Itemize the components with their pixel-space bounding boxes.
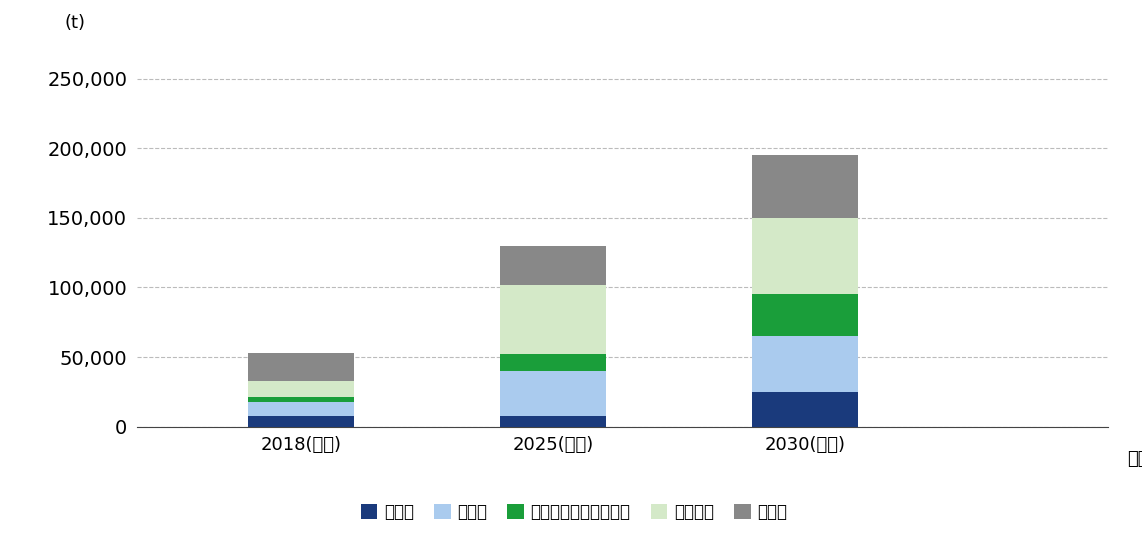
Bar (753, 336, 858, 392)
Bar (500, 371, 606, 416)
Bar (753, 218, 858, 294)
Bar (500, 416, 606, 427)
Bar (500, 246, 606, 284)
Bar (753, 294, 858, 336)
Bar (248, 353, 354, 381)
Bar (248, 398, 354, 401)
Bar (753, 392, 858, 427)
Bar (248, 416, 354, 427)
Bar (500, 284, 606, 354)
Bar (500, 354, 606, 371)
Bar (753, 155, 858, 218)
Bar (248, 401, 354, 416)
Text: （年）: （年） (1127, 450, 1142, 468)
Legend: 自動車, 航空機, 圧力容器と水素タンク, 風力発電, その他: 自動車, 航空機, 圧力容器と水素タンク, 風力発電, その他 (354, 496, 794, 528)
Bar (248, 381, 354, 398)
Text: (t): (t) (64, 14, 86, 32)
